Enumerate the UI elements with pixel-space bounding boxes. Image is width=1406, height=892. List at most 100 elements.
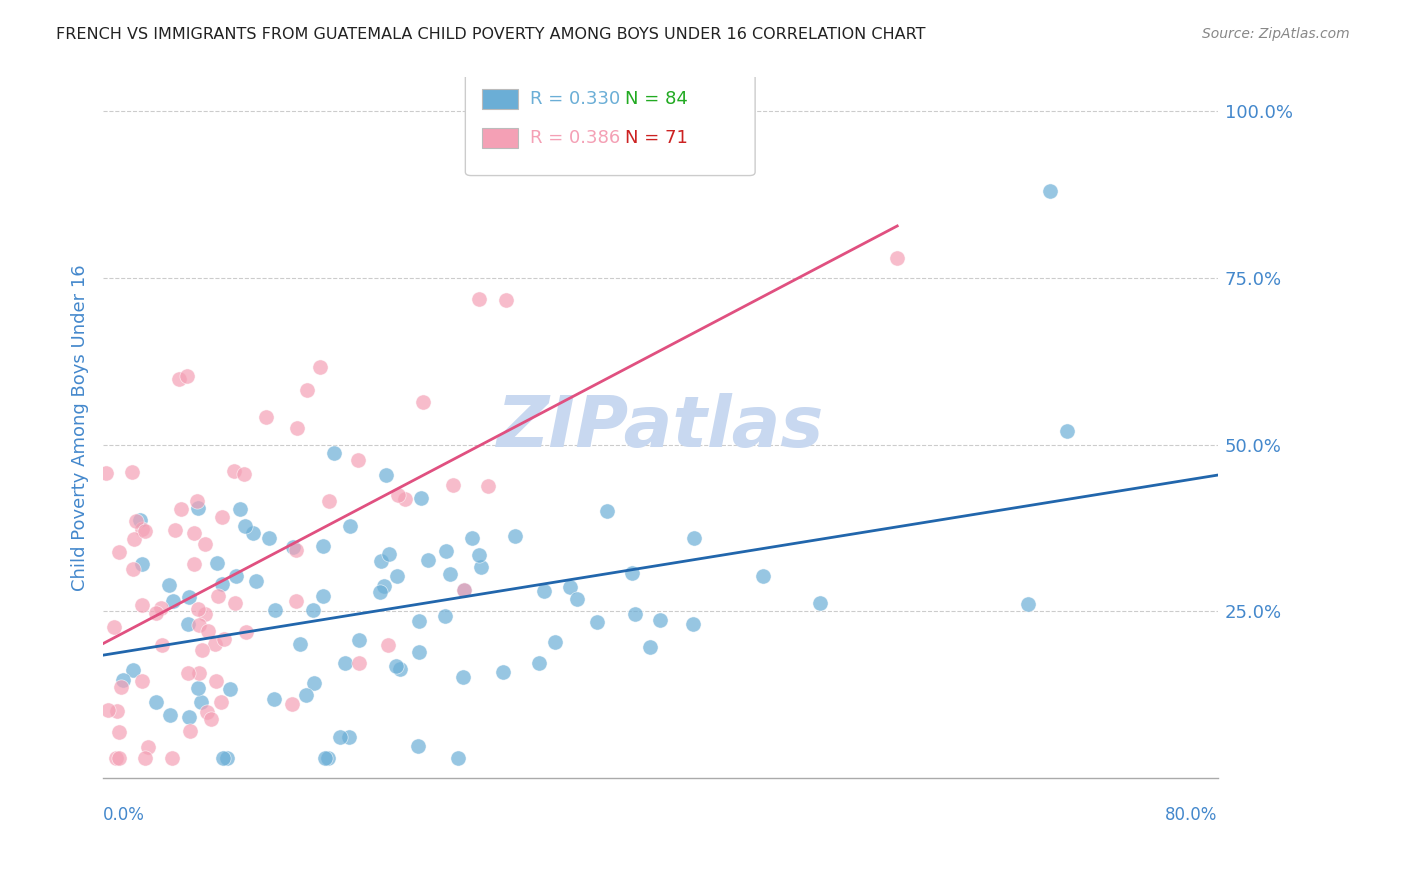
French [242,525,264,540]
Immigrants from Guatemala [195,706,218,720]
French [290,637,312,651]
Immigrants from Guatemala [285,542,308,557]
Immigrants from Guatemala [204,674,226,689]
Immigrants from Guatemala [347,656,370,670]
Immigrants from Guatemala [163,523,186,537]
FancyBboxPatch shape [465,74,755,176]
Immigrants from Guatemala [134,524,156,538]
Immigrants from Guatemala [468,293,491,307]
French [682,616,704,631]
Immigrants from Guatemala [186,494,208,508]
French [179,710,201,724]
Immigrants from Guatemala [107,725,129,739]
French [544,635,567,649]
Immigrants from Guatemala [131,522,153,536]
Immigrants from Guatemala [886,251,908,265]
Immigrants from Guatemala [377,639,399,653]
French [683,531,706,545]
Immigrants from Guatemala [179,723,201,738]
French [453,583,475,598]
Immigrants from Guatemala [194,537,217,551]
French [257,531,280,545]
French [176,617,198,632]
French [302,675,325,690]
French [492,665,515,680]
French [329,730,352,744]
Immigrants from Guatemala [204,638,226,652]
French [434,608,457,623]
Immigrants from Guatemala [125,514,148,528]
Immigrants from Guatemala [194,607,217,621]
Text: R = 0.330: R = 0.330 [530,90,637,108]
Immigrants from Guatemala [207,590,229,604]
Immigrants from Guatemala [477,479,499,493]
Immigrants from Guatemala [150,601,173,615]
French [436,544,458,558]
Immigrants from Guatemala [176,368,198,383]
French [558,581,581,595]
French [409,491,432,505]
Immigrants from Guatemala [103,620,125,634]
French [314,751,336,765]
French [211,577,233,591]
French [225,569,247,583]
Immigrants from Guatemala [224,596,246,610]
Immigrants from Guatemala [110,680,132,694]
Immigrants from Guatemala [285,594,308,608]
Immigrants from Guatemala [105,751,128,765]
Immigrants from Guatemala [121,465,143,479]
French [218,681,240,696]
Immigrants from Guatemala [318,494,340,508]
Immigrants from Guatemala [160,751,183,765]
French [470,560,492,574]
Immigrants from Guatemala [200,712,222,726]
French [228,501,250,516]
French [339,519,361,533]
Immigrants from Guatemala [107,751,129,765]
French [211,751,233,765]
Immigrants from Guatemala [108,545,131,559]
Immigrants from Guatemala [224,463,246,477]
French [565,591,588,606]
Immigrants from Guatemala [97,703,120,717]
Immigrants from Guatemala [170,502,193,516]
French [624,607,647,621]
Immigrants from Guatemala [394,492,416,507]
French [190,695,212,709]
French [301,602,323,616]
FancyBboxPatch shape [482,89,517,109]
French [347,632,370,647]
French [312,539,335,553]
Immigrants from Guatemala [191,643,214,657]
French [377,547,399,561]
Immigrants from Guatemala [309,359,332,374]
Immigrants from Guatemala [285,420,308,434]
Text: 80.0%: 80.0% [1166,806,1218,824]
Immigrants from Guatemala [188,666,211,681]
FancyBboxPatch shape [482,128,517,147]
French [408,614,430,628]
French [596,504,619,518]
Immigrants from Guatemala [295,383,318,397]
French [374,468,396,483]
French [385,658,408,673]
Text: Source: ZipAtlas.com: Source: ZipAtlas.com [1202,27,1350,41]
Immigrants from Guatemala [131,674,153,689]
French [263,603,285,617]
French [263,691,285,706]
Immigrants from Guatemala [183,557,205,571]
Text: FRENCH VS IMMIGRANTS FROM GUATEMALA CHILD POVERTY AMONG BOYS UNDER 16 CORRELATIO: FRENCH VS IMMIGRANTS FROM GUATEMALA CHIL… [56,27,925,42]
Immigrants from Guatemala [183,526,205,541]
French [112,673,135,688]
Immigrants from Guatemala [187,617,209,632]
French [131,558,153,572]
Immigrants from Guatemala [235,624,257,639]
French [468,548,491,562]
French [808,596,831,610]
French [439,566,461,581]
Immigrants from Guatemala [495,293,517,307]
French [416,552,439,566]
French [529,656,551,670]
French [385,568,408,582]
French [157,577,180,591]
